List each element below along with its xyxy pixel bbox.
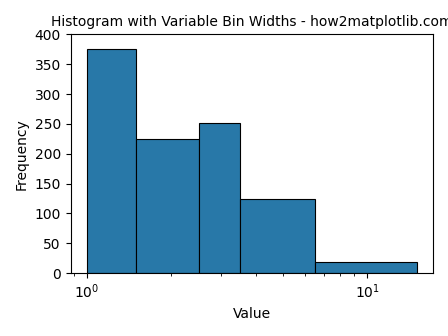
Bar xyxy=(315,262,417,273)
X-axis label: Value: Value xyxy=(233,307,271,321)
Title: Histogram with Variable Bin Widths - how2matplotlib.com: Histogram with Variable Bin Widths - how… xyxy=(51,15,448,29)
Y-axis label: Frequency: Frequency xyxy=(15,118,29,190)
Bar xyxy=(240,199,315,273)
Bar xyxy=(137,139,198,273)
Bar xyxy=(87,49,137,273)
Bar xyxy=(198,123,240,273)
